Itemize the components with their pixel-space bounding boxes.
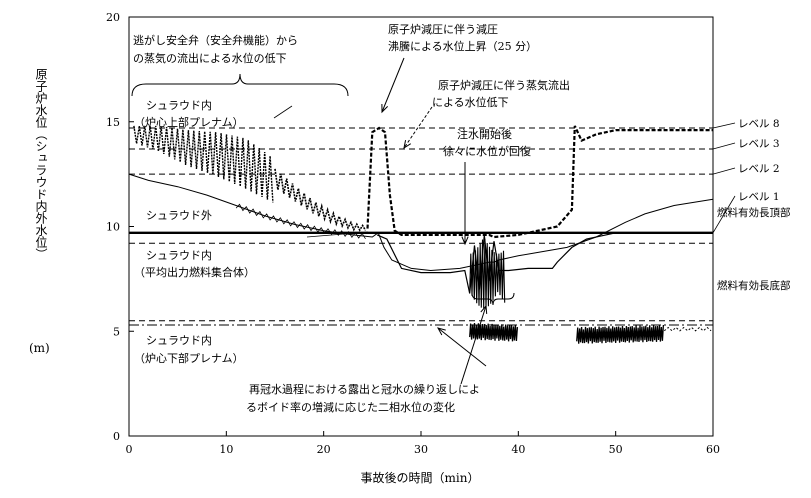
arrow-depressurization-rise [381,57,405,113]
annotation-text: 徐々に水位が回復 [443,144,531,158]
x-tick-label: 60 [706,443,720,456]
series-avg-fuel-spikes [469,238,506,309]
arrow-two-phase [460,305,487,385]
reference-leader [712,167,736,175]
annotation-text: の蒸気の流出による水位の低下 [133,51,287,65]
reference-label: レベル 1 [738,191,780,203]
leader-upper-plenum [273,105,293,119]
y-tick-label: 15 [106,116,120,129]
annotation-text: シュラウド内 [146,98,212,112]
arrow-steam-outflow-head [403,140,411,150]
reference-label: 燃料有効長底部 [717,279,791,292]
leader-two-phase [437,327,487,367]
annotation-text: 沸騰による水位上昇（25 分） [388,39,537,53]
series-upper-plenum [366,125,713,239]
leader-two-phase-head [436,327,446,336]
x-tick-label: 10 [219,443,233,456]
reference-leader [712,142,736,150]
leader-avg-fuel [306,231,369,238]
reference-label: レベル 3 [738,138,780,150]
x-tick-label: 20 [317,443,331,456]
annotation-text: による水位低下 [432,95,509,109]
x-tick-label: 40 [511,443,525,456]
y-axis-title: 原子炉水位（シュラウド内外水位） [34,68,48,260]
annotation-text: 再冠水過程における露出と冠水の繰り返しによ [249,382,480,396]
reference-label: レベル 8 [738,118,780,130]
annotation-text: （平均出力燃料集合体） [134,265,255,279]
annotation-text: 原子炉減圧に伴う減圧 [388,22,498,36]
arrow-steam-outflow [403,106,433,149]
annotation-text: るボイド率の増減に応じた二相水位の変化 [246,400,455,414]
annotation-text: シュラウド外 [146,209,212,222]
arrow-two-phase-head [480,304,488,315]
annotation-brace-bottom [471,292,515,306]
reference-label: 燃料有効長頂部 [717,206,791,219]
reference-leader [712,122,736,129]
plot-frame [128,16,714,437]
x-axis-title: 事故後の時間（min） [361,470,480,485]
y-tick-label: 20 [106,11,120,24]
annotation-text: シュラウド内 [146,333,212,347]
reference-label: レベル 2 [738,163,780,175]
arrow-depressurization-rise-head [381,103,389,114]
annotation-text: シュラウド内 [146,248,212,262]
annotation-text: 原子炉減圧に伴う蒸気流出 [438,78,570,92]
series-upper-plenum-tail [274,168,367,232]
annotation-brace-top [131,73,349,97]
series-layer [128,125,714,344]
x-tick-label: 50 [609,443,623,456]
tick-layer: 0 10 20 30 40 50 60 0 5 10 15 20 [106,11,720,456]
x-tick-label: 0 [126,443,133,456]
series-lower-plenum-band [576,324,665,344]
annotation-text: （炉心上部プレナム） [134,115,244,129]
reference-leader [712,195,736,233]
series-upper-plenum-band [133,125,274,203]
series-shroud-outside [128,173,714,272]
annotation-text: 逃がし安全弁（安全弁機能）から [133,33,298,47]
series-shroud-outside-wiggle [235,203,366,240]
arrow-injection-start-head [461,236,469,246]
y-tick-label: 0 [113,430,120,443]
series-lower-plenum-tail [663,326,712,332]
y-axis-unit: (m) [29,341,50,355]
plot-border [128,16,714,437]
annotation-text: （炉心下部プレナム） [134,351,244,365]
series-lower-plenum-band [469,323,519,342]
annotation-text: 注水開始後 [457,127,512,141]
x-tick-label: 30 [414,443,428,456]
y-tick-label: 10 [106,221,120,234]
y-tick-label: 5 [113,325,120,338]
